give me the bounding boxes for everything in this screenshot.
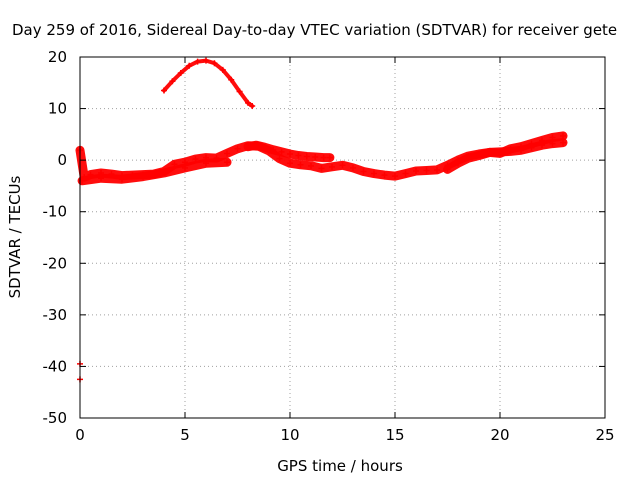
data-point <box>560 132 566 139</box>
y-axis-title: SDTVAR / TECUs <box>6 175 24 298</box>
plot-frame <box>79 56 606 419</box>
data-point <box>186 62 193 69</box>
grid <box>80 57 605 418</box>
x-tick-label: 20 <box>490 426 509 444</box>
data-point <box>560 139 566 146</box>
data-point <box>318 165 325 172</box>
data-point <box>224 150 230 157</box>
data-point <box>339 162 346 169</box>
data-point <box>381 172 388 179</box>
data-series-4 <box>77 157 232 186</box>
series-trace <box>162 58 255 108</box>
data-point <box>161 87 167 94</box>
x-tick-label: 0 <box>75 426 85 444</box>
data-point <box>434 166 440 173</box>
x-tick-label: 15 <box>385 426 404 444</box>
data-point <box>308 162 314 169</box>
data-point <box>326 154 333 161</box>
data-point <box>228 76 235 83</box>
data-point <box>224 159 230 166</box>
data-point <box>287 150 293 157</box>
y-tick-label: -50 <box>43 409 68 427</box>
y-tick-label: -10 <box>43 203 68 221</box>
chart-title: Day 259 of 2016, Sidereal Day-to-day VTE… <box>12 21 617 39</box>
data-point <box>413 167 419 174</box>
data-point <box>297 161 304 168</box>
y-tick-label: 10 <box>48 100 67 118</box>
data-point <box>497 150 503 157</box>
x-tick-label: 10 <box>280 426 299 444</box>
data-point <box>236 88 243 95</box>
data-point <box>177 69 184 76</box>
y-tick-label: -40 <box>43 357 68 375</box>
data-point <box>402 170 409 177</box>
data-point <box>455 160 461 167</box>
data-series-1 <box>161 57 256 109</box>
y-tick-label: -20 <box>43 254 68 272</box>
data-point <box>182 164 188 171</box>
data-point <box>303 153 310 160</box>
data-point <box>98 175 104 182</box>
data-point <box>371 170 377 177</box>
data-point <box>312 154 319 161</box>
data-point <box>329 163 335 170</box>
y-tick-label: -30 <box>43 306 68 324</box>
data-point <box>320 154 327 161</box>
data-point <box>486 149 493 156</box>
y-tick-label: 0 <box>57 151 67 169</box>
data-point <box>287 160 293 167</box>
data-point <box>444 166 451 173</box>
data-point <box>549 134 556 141</box>
data-point <box>245 99 251 106</box>
data-point <box>203 160 209 167</box>
data-series-5 <box>443 131 568 174</box>
data-point <box>539 137 545 144</box>
x-tick-label: 25 <box>595 426 614 444</box>
data-point <box>211 60 218 67</box>
x-tick-label: 5 <box>180 426 190 444</box>
data-point <box>423 167 430 174</box>
data-point <box>476 152 482 159</box>
data-point <box>261 144 268 151</box>
axis-ticks: 0 5 10 15 20 25 -50 -40 -30 -20 -10 0 10 20 <box>43 48 615 444</box>
data-point <box>295 152 302 159</box>
x-axis-title: GPS time / hours <box>277 457 403 475</box>
data-point <box>203 57 209 64</box>
data-point <box>245 143 251 150</box>
data-point <box>161 170 167 177</box>
data-point <box>234 145 241 152</box>
data-point <box>360 168 367 175</box>
data-point <box>350 164 356 171</box>
data-series-3 <box>243 140 335 163</box>
data-series <box>75 57 568 383</box>
data-point <box>140 173 146 180</box>
series-trace <box>77 157 232 186</box>
data-point <box>392 173 398 180</box>
data-point <box>507 145 514 152</box>
data-point <box>465 155 472 162</box>
data-point <box>169 78 176 85</box>
data-point <box>270 146 277 153</box>
y-tick-label: 20 <box>48 48 67 66</box>
data-point <box>194 58 201 65</box>
data-point <box>119 176 125 183</box>
data-point <box>253 142 260 149</box>
data-point <box>518 143 524 150</box>
data-point <box>219 66 226 73</box>
data-point <box>276 155 283 162</box>
data-point <box>278 148 285 155</box>
data-point <box>249 102 256 109</box>
data-point <box>528 140 535 147</box>
